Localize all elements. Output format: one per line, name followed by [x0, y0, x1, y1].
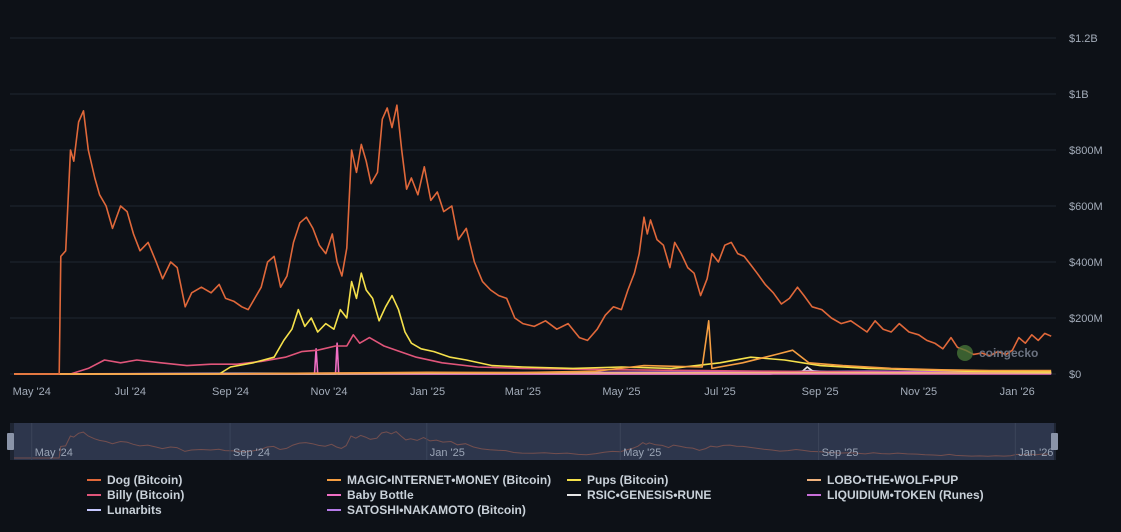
x-tick-label: Sep '24: [212, 386, 249, 398]
legend-swatch: [87, 478, 101, 481]
legend-swatch: [807, 478, 821, 481]
x-tick-label: Mar '25: [505, 386, 541, 398]
y-axis: $0 $200M $400M $600M $800M $1B $1.2B: [1069, 33, 1103, 381]
series-line-pups-bitcoin-[interactable]: [14, 272, 1052, 375]
watermark: coingecko: [957, 345, 1038, 361]
legend-label: Lunarbits: [107, 502, 162, 517]
legend: Dog (Bitcoin) MAGIC•INTERNET•MONEY (Bitco…: [80, 472, 1080, 517]
legend-item[interactable]: LOBO•THE•WOLF•PUP: [800, 472, 1040, 487]
legend-label: Dog (Bitcoin): [107, 472, 183, 487]
legend-item[interactable]: Pups (Bitcoin): [560, 472, 800, 487]
x-tick-label: Jul '25: [704, 386, 735, 398]
series-line-magic-internet-money-bitcoin-[interactable]: [14, 320, 1052, 375]
legend-swatch: [87, 493, 101, 496]
coingecko-logo-icon: [957, 345, 973, 361]
legend-swatch: [87, 508, 101, 511]
legend-item[interactable]: SATOSHI•NAKAMOTO (Bitcoin): [320, 502, 560, 517]
legend-item[interactable]: RSIC•GENESIS•RUNE: [560, 487, 800, 502]
legend-label: LIQUIDIUM•TOKEN (Runes): [827, 487, 984, 502]
x-tick-label: May '24: [13, 386, 51, 398]
legend-item[interactable]: Lunarbits: [80, 502, 320, 517]
y-tick-label: $200M: [1069, 313, 1103, 325]
x-tick-label: Sep '25: [802, 386, 839, 398]
grid-lines: [10, 37, 1056, 375]
x-tick-label: Jan '26: [1000, 386, 1035, 398]
navigator-x-axis: May '24 Sep '24 Jan '25 May '25 Sep '25 Jan '…: [31, 423, 1053, 460]
navigator-tick-label: Sep '24: [233, 447, 270, 459]
legend-label: Billy (Bitcoin): [107, 487, 185, 502]
legend-label: MAGIC•INTERNET•MONEY (Bitcoin): [347, 472, 552, 487]
range-navigator[interactable]: May '24 Sep '24 Jan '25 May '25 Sep '25 Jan '…: [7, 423, 1058, 460]
navigator-tick-label: May '25: [623, 447, 661, 459]
y-tick-label: $600M: [1069, 201, 1103, 213]
legend-swatch: [327, 508, 341, 511]
legend-item[interactable]: LIQUIDIUM•TOKEN (Runes): [800, 487, 1040, 502]
x-tick-label: Jul '24: [115, 386, 146, 398]
legend-label: SATOSHI•NAKAMOTO (Bitcoin): [347, 502, 526, 517]
navigator-right-handle[interactable]: [1051, 433, 1058, 450]
x-axis: May '24 Jul '24 Sep '24 Nov '24 Jan '25 Mar '…: [13, 386, 1035, 398]
y-tick-label: $0: [1069, 369, 1081, 381]
series-line-billy-bitcoin-[interactable]: [14, 334, 1052, 375]
legend-item[interactable]: Baby Bottle: [320, 487, 560, 502]
legend-label: Baby Bottle: [347, 487, 414, 502]
navigator-tick-label: Jan '25: [430, 447, 465, 459]
navigator-tick-label: May '24: [35, 447, 73, 459]
legend-swatch: [327, 478, 341, 481]
plot-area[interactable]: [13, 104, 1052, 375]
legend-swatch: [807, 493, 821, 496]
series-line-dog-bitcoin-[interactable]: [14, 104, 1052, 375]
y-tick-label: $1.2B: [1069, 33, 1098, 45]
legend-label: Pups (Bitcoin): [587, 472, 669, 487]
navigator-left-handle[interactable]: [7, 433, 14, 450]
legend-swatch: [567, 478, 581, 481]
y-tick-label: $800M: [1069, 145, 1103, 157]
legend-item[interactable]: Billy (Bitcoin): [80, 487, 320, 502]
legend-swatch: [567, 493, 581, 496]
x-tick-label: Nov '25: [900, 386, 937, 398]
legend-swatch: [327, 493, 341, 496]
y-tick-label: $1B: [1069, 89, 1089, 101]
navigator-tick-label: Sep '25: [822, 447, 859, 459]
x-tick-label: May '25: [602, 386, 640, 398]
legend-item[interactable]: Dog (Bitcoin): [80, 472, 320, 487]
market-cap-chart[interactable]: coingecko $0 $200M $400M $600M $800M $1B $1.2B…: [0, 0, 1121, 470]
navigator-selection[interactable]: [14, 423, 1054, 460]
watermark-text: coingecko: [979, 346, 1038, 360]
x-tick-label: Jan '25: [410, 386, 445, 398]
legend-label: LOBO•THE•WOLF•PUP: [827, 472, 959, 487]
legend-label: RSIC•GENESIS•RUNE: [587, 487, 712, 502]
x-tick-label: Nov '24: [311, 386, 348, 398]
legend-item[interactable]: MAGIC•INTERNET•MONEY (Bitcoin): [320, 472, 560, 487]
navigator-tick-label: Jan '26: [1018, 447, 1053, 459]
y-tick-label: $400M: [1069, 257, 1103, 269]
